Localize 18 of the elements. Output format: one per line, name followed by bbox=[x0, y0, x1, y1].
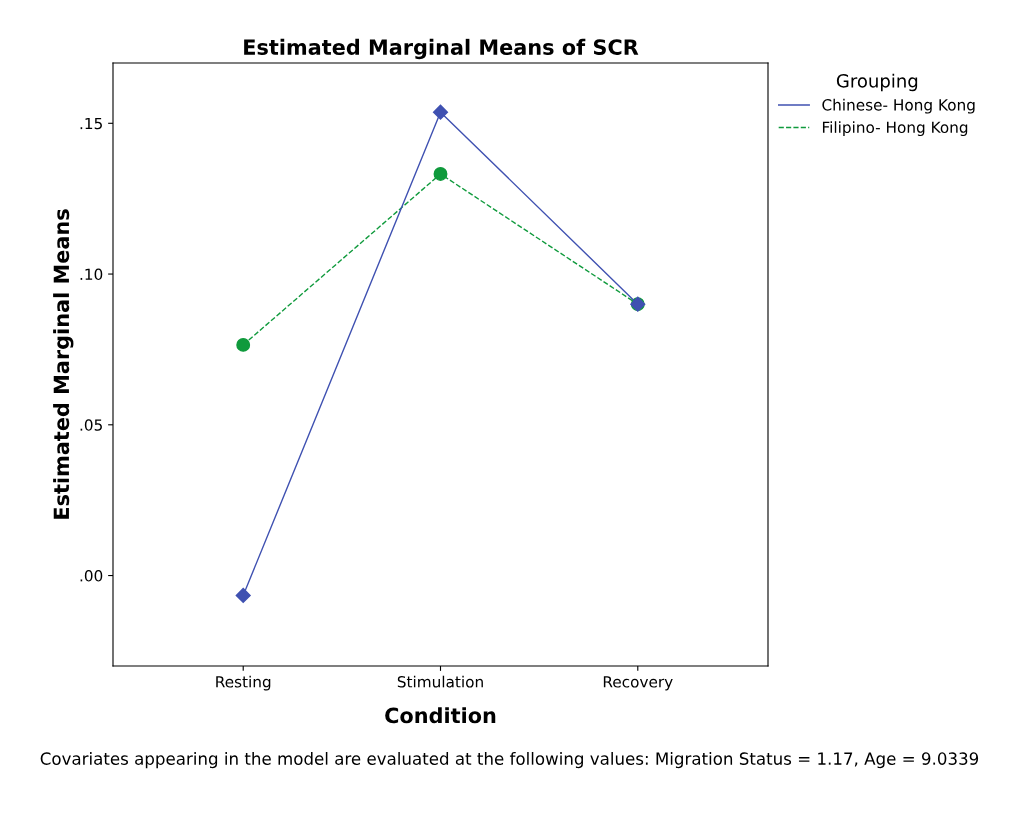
y-tick-label: .10 bbox=[80, 268, 103, 281]
point bbox=[432, 104, 449, 120]
x-tick-label: Resting bbox=[216, 675, 271, 691]
y-tick-label: .05 bbox=[80, 419, 102, 431]
chart-title: Estimated Marginal Means of SCR bbox=[244, 38, 639, 60]
y-tick-label: .15 bbox=[80, 117, 102, 130]
legend-title: Grouping bbox=[836, 73, 918, 92]
legend-label: Chinese- Hong Kong bbox=[822, 98, 975, 114]
x-axis-title: Condition bbox=[385, 707, 496, 724]
text: Covariates appearing in the model are evaluated at the following values: Migration Status = 1.17, Age = 9.0339 bbox=[40, 752, 979, 769]
legend-label: Filipino- Hong Kong bbox=[822, 121, 968, 137]
y-axis-title: Estimated Marginal Means bbox=[53, 209, 74, 519]
point bbox=[236, 337, 251, 352]
point bbox=[235, 587, 251, 604]
x-tick-label: Recovery bbox=[603, 676, 673, 691]
point bbox=[433, 167, 448, 181]
x-tick-label: Stimulation bbox=[397, 675, 483, 688]
y-tick-label: .00 bbox=[80, 570, 103, 582]
